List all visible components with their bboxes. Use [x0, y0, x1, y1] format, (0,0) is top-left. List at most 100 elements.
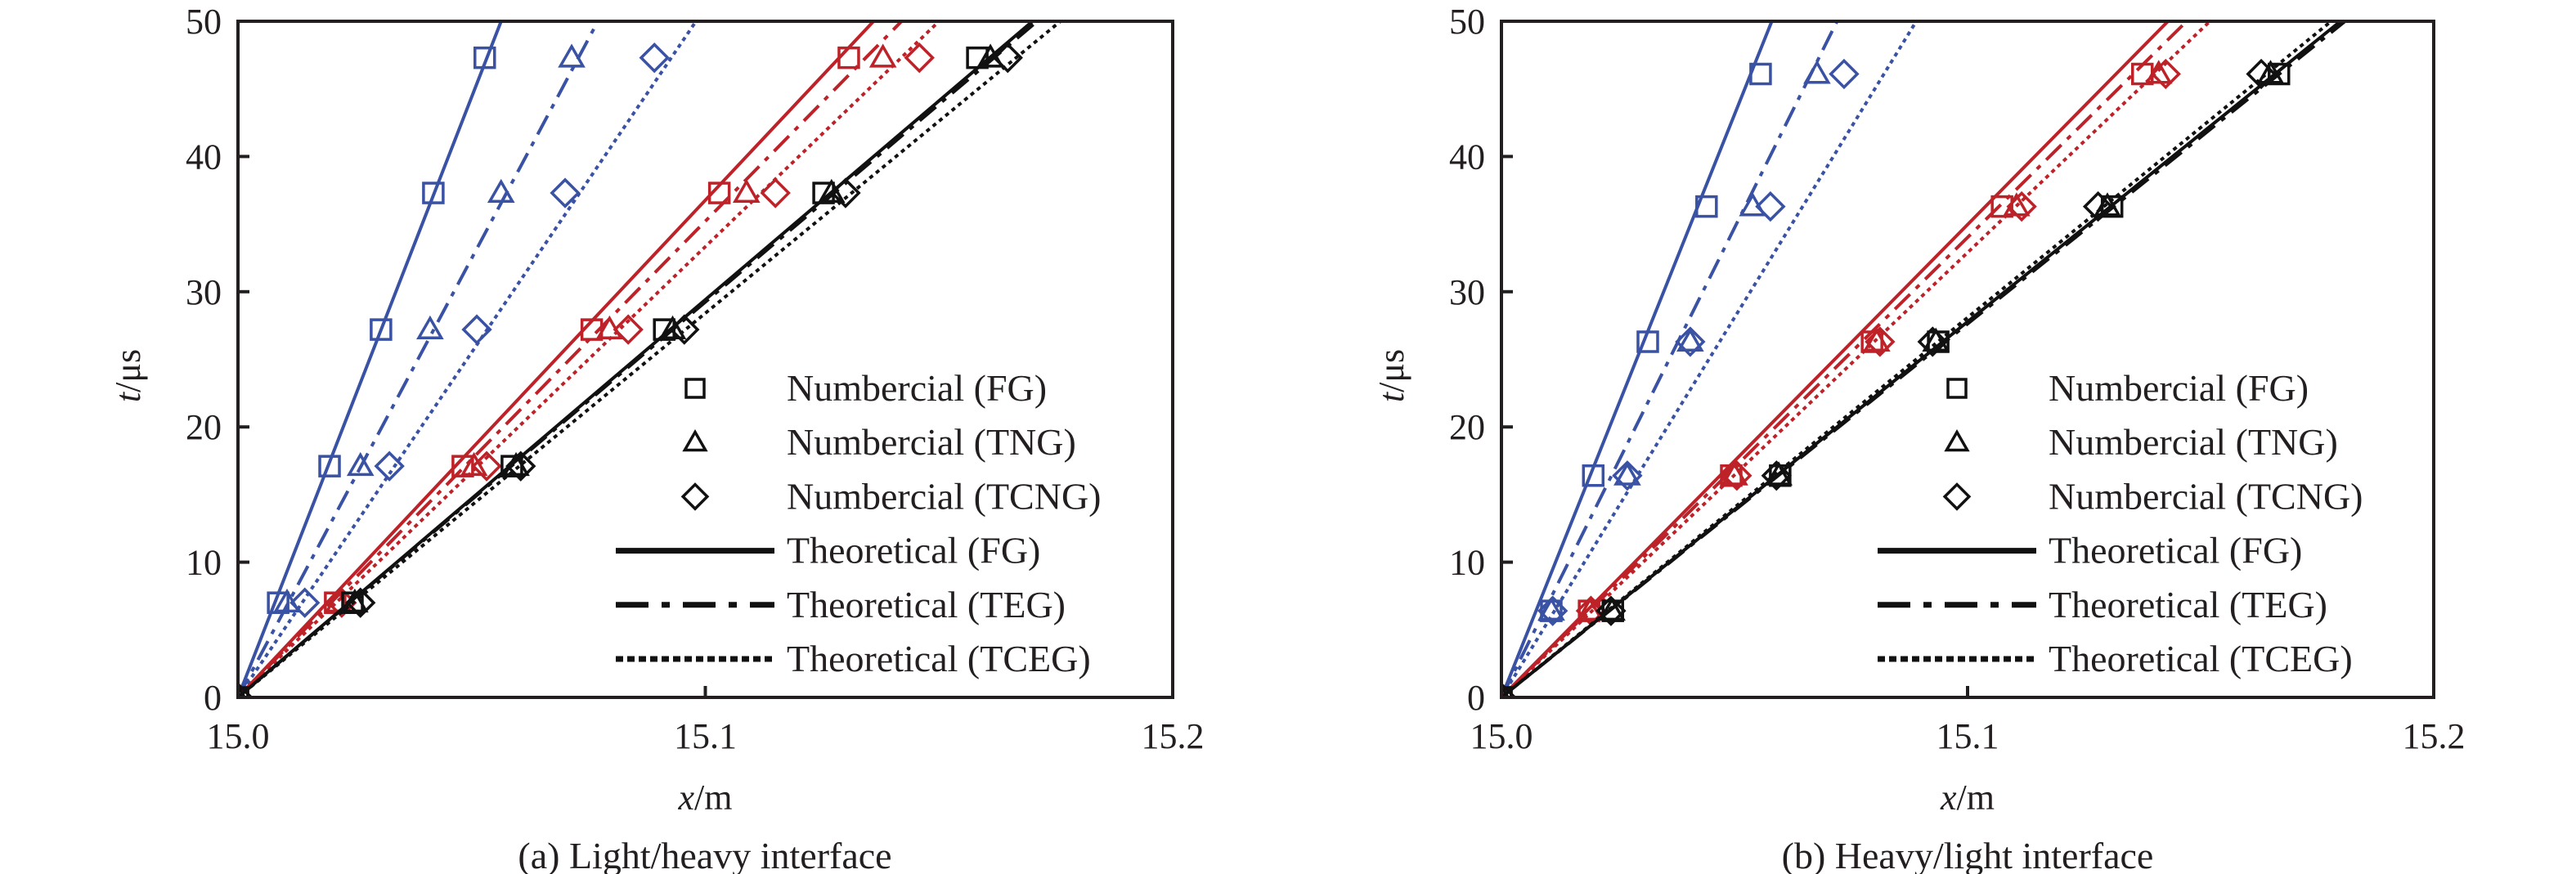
y-tick-label: 40 — [186, 137, 222, 177]
data-point-diamond — [669, 314, 700, 345]
legend-diamond-icon — [680, 482, 710, 511]
data-point-diamond — [289, 587, 321, 618]
series-line-teg_family-dotted — [238, 21, 940, 697]
x-tick-label: 15.1 — [674, 716, 737, 756]
y-tick-label: 30 — [1449, 272, 1485, 312]
data-point-triangle — [1803, 60, 1831, 84]
data-point-diamond — [613, 314, 644, 345]
data-point-diamond — [1755, 190, 1786, 222]
series-line-teg_family-dashdot — [1501, 21, 2188, 697]
series-line-tceg_family-dotted — [238, 21, 1062, 697]
legend-label: Numbercial (FG) — [787, 367, 1047, 409]
panel-b-heavy-light-interface: 0 10 20 30 40 50 15.0 15.1 15.2 x/m t/μs (b) Heavy/… — [1371, 2, 2466, 874]
data-point-diamond — [1829, 58, 1860, 90]
legend-item: Numbercial (FG) — [1946, 367, 2309, 409]
x-axis-title: x/m — [1940, 778, 1995, 818]
series-line-teg_family-solid — [238, 21, 875, 697]
data-point-triangle — [558, 43, 586, 68]
y-axis-variable: t — [108, 391, 148, 402]
series-line-tceg_family-dashdot — [238, 21, 1039, 697]
data-point-square — [653, 318, 675, 341]
series-line-fg_family-dashdot — [1501, 21, 1839, 697]
legend-label: Theoretical (TEG) — [2049, 584, 2327, 625]
data-point-diamond — [904, 42, 935, 74]
y-tick-label: 0 — [1467, 678, 1485, 718]
legend: Numbercial (FG) Numbercial (TNG) Numbercia… — [1878, 367, 2363, 679]
legend-label: Theoretical (TCEG) — [2049, 638, 2353, 679]
y-tick-label: 20 — [1449, 407, 1485, 447]
legend-item: Theoretical (FG) — [1878, 530, 2302, 571]
data-point-triangle — [346, 451, 375, 477]
data-point-diamond — [1865, 326, 1896, 357]
legend-label: Theoretical (FG) — [2049, 530, 2302, 571]
data-point-square — [1636, 330, 1659, 353]
x-axis-unit: /m — [694, 778, 732, 818]
x-tick-label: 15.0 — [207, 716, 270, 756]
legend: Numbercial (FG) Numbercial (TNG) Numbercia… — [616, 367, 1102, 679]
y-tick-label: 10 — [1449, 543, 1485, 583]
panel-a-light-heavy-interface: 0 10 20 30 40 50 15.0 15.1 15.2 x/m t/μs (a) Light/… — [108, 2, 1205, 874]
legend-label: Numbercial (FG) — [2049, 367, 2309, 409]
legend-label: Theoretical (TCEG) — [787, 638, 1091, 679]
data-point-diamond — [760, 177, 791, 208]
data-point-diamond — [992, 42, 1023, 74]
data-point-diamond — [550, 177, 581, 208]
data-point-square — [1582, 464, 1605, 487]
series-line-tceg_family-dotted — [1501, 21, 2332, 697]
data-point-diamond — [1917, 326, 1948, 357]
legend-label: Theoretical (TEG) — [787, 584, 1066, 625]
legend-item: Numbercial (TCNG) — [680, 475, 1102, 517]
panel-caption: (b) Heavy/light interface — [1782, 835, 2154, 874]
data-point-diamond — [1537, 595, 1568, 626]
data-point-square — [707, 182, 731, 204]
data-point-diamond — [2006, 190, 2037, 222]
data-point-triangle — [1721, 461, 1748, 486]
data-point-diamond — [1501, 682, 1517, 697]
data-point-triangle — [1537, 596, 1565, 621]
plot-data-layer — [238, 21, 1062, 697]
x-tick-label: 15.2 — [1142, 716, 1205, 756]
legend-label: Numbercial (TNG) — [2049, 421, 2338, 463]
data-point-triangle — [416, 315, 444, 340]
data-point-square — [966, 46, 989, 69]
data-point-triangle — [1598, 596, 1626, 621]
data-point-square — [2268, 62, 2291, 86]
legend-item: Theoretical (TCEG) — [1878, 638, 2353, 679]
data-point-diamond — [639, 42, 670, 74]
plot-data-layer — [1501, 21, 2346, 697]
y-axis-title: t/μs — [1371, 349, 1411, 402]
series-line-fg_family-solid — [1501, 21, 1774, 697]
data-point-diamond — [1595, 595, 1627, 626]
legend-item: Numbercial (TNG) — [1944, 421, 2338, 463]
panel-caption: (a) Light/heavy interface — [518, 835, 891, 874]
data-point-diamond — [461, 314, 492, 345]
legend-triangle-icon — [682, 429, 708, 452]
legend-diamond-icon — [1942, 482, 1972, 511]
legend-item: Theoretical (TEG) — [616, 584, 1066, 625]
legend-item: Numbercial (FG) — [684, 367, 1047, 409]
y-tick-label: 40 — [1449, 137, 1485, 177]
y-axis-unit: /μs — [1371, 349, 1411, 392]
data-point-diamond — [1612, 460, 1643, 491]
x-tick-label: 15.2 — [2403, 716, 2466, 756]
data-point-diamond — [345, 587, 376, 618]
legend-square-icon — [684, 378, 706, 399]
data-point-triangle — [732, 178, 761, 204]
data-point-diamond — [830, 177, 861, 208]
data-point-triangle — [868, 43, 897, 68]
data-point-triangle — [1576, 596, 1604, 621]
legend-item: Theoretical (FG) — [616, 530, 1040, 571]
legend-item: Theoretical (TEG) — [1878, 584, 2327, 625]
legend-item: Theoretical (TCEG) — [616, 638, 1091, 679]
data-point-diamond — [374, 450, 405, 482]
data-point-diamond — [2150, 58, 2181, 90]
series-line-teg_family-dashdot — [238, 21, 903, 697]
data-point-square — [473, 46, 496, 69]
legend-item: Numbercial (TCNG) — [1942, 475, 2363, 517]
x-axis-unit: /m — [1957, 778, 1995, 818]
x-tick-label: 15.1 — [1936, 716, 1999, 756]
legend-label: Numbercial (TCNG) — [2049, 475, 2363, 517]
data-point-triangle — [658, 315, 687, 340]
data-point-square — [318, 455, 341, 477]
data-point-square — [1695, 195, 1718, 218]
